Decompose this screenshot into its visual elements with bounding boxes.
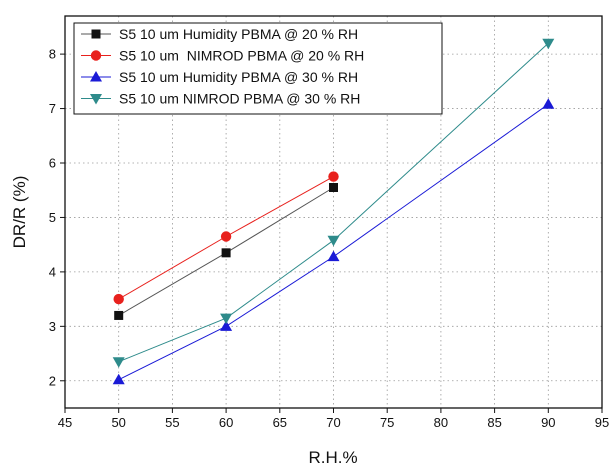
x-tick-label: 90 bbox=[541, 415, 555, 430]
data-point bbox=[112, 373, 125, 385]
y-tick-label: 6 bbox=[49, 156, 56, 171]
legend-marker bbox=[90, 50, 102, 61]
y-tick-label: 5 bbox=[49, 210, 56, 225]
data-point bbox=[329, 183, 338, 192]
x-tick-label: 45 bbox=[58, 415, 72, 430]
legend-label: S5 10 um NIMROD PBMA @ 30 % RH bbox=[119, 91, 360, 107]
legend-item: S5 10 um NIMROD PBMA @ 30 % RH bbox=[81, 91, 360, 107]
data-point bbox=[220, 320, 233, 331]
legend-marker bbox=[90, 71, 102, 82]
series-4 bbox=[112, 38, 555, 368]
legend: S5 10 um Humidity PBMA @ 20 % RH S5 10 um… bbox=[73, 22, 443, 115]
y-tick-label: 2 bbox=[49, 373, 56, 388]
series-line bbox=[118, 103, 549, 381]
legend-marker bbox=[90, 94, 102, 105]
series-3 bbox=[112, 98, 555, 385]
legend-box bbox=[73, 22, 443, 115]
y-axis-title: DR/R (%) bbox=[10, 176, 29, 249]
legend-label: S5 10 um Humidity PBMA @ 20 % RH bbox=[119, 26, 358, 42]
x-tick-label: 50 bbox=[111, 415, 125, 430]
legend-item: S5 10 um Humidity PBMA @ 20 % RH bbox=[81, 26, 358, 42]
x-tick-label: 65 bbox=[273, 415, 287, 430]
y-tick-label: 3 bbox=[49, 319, 56, 334]
data-point bbox=[112, 357, 125, 368]
legend-item: S5 10 um Humidity PBMA @ 30 % RH bbox=[81, 69, 358, 85]
x-tick-label: 75 bbox=[380, 415, 394, 430]
x-tick-label: 55 bbox=[165, 415, 179, 430]
data-point bbox=[542, 38, 555, 50]
y-tick-label: 7 bbox=[49, 101, 56, 116]
x-tick-label: 80 bbox=[434, 415, 448, 430]
series-line bbox=[118, 42, 549, 363]
x-tick-label: 70 bbox=[326, 415, 340, 430]
data-point bbox=[113, 293, 124, 305]
x-tick-label: 95 bbox=[595, 415, 609, 430]
series-1 bbox=[114, 183, 338, 320]
x-tick-label: 85 bbox=[487, 415, 501, 430]
data-point bbox=[328, 171, 339, 182]
x-tick-label: 60 bbox=[219, 415, 233, 430]
legend-marker bbox=[91, 29, 101, 39]
legend-label: S5 10 um Humidity PBMA @ 30 % RH bbox=[119, 69, 358, 85]
data-point bbox=[114, 310, 124, 320]
series-2 bbox=[113, 171, 339, 305]
data-point bbox=[220, 313, 233, 325]
y-tick-label: 4 bbox=[49, 264, 56, 279]
data-point bbox=[220, 231, 232, 242]
y-tick-label: 8 bbox=[49, 47, 56, 62]
data-point bbox=[327, 235, 340, 247]
x-axis-title: R.H.% bbox=[308, 448, 357, 467]
data-point bbox=[542, 98, 555, 109]
legend-item: S5 10 um NIMROD PBMA @ 20 % RH bbox=[81, 48, 364, 64]
data-point bbox=[327, 250, 340, 262]
series-group bbox=[112, 38, 555, 385]
data-point bbox=[221, 248, 231, 258]
legend-label: S5 10 um NIMROD PBMA @ 20 % RH bbox=[119, 48, 364, 64]
